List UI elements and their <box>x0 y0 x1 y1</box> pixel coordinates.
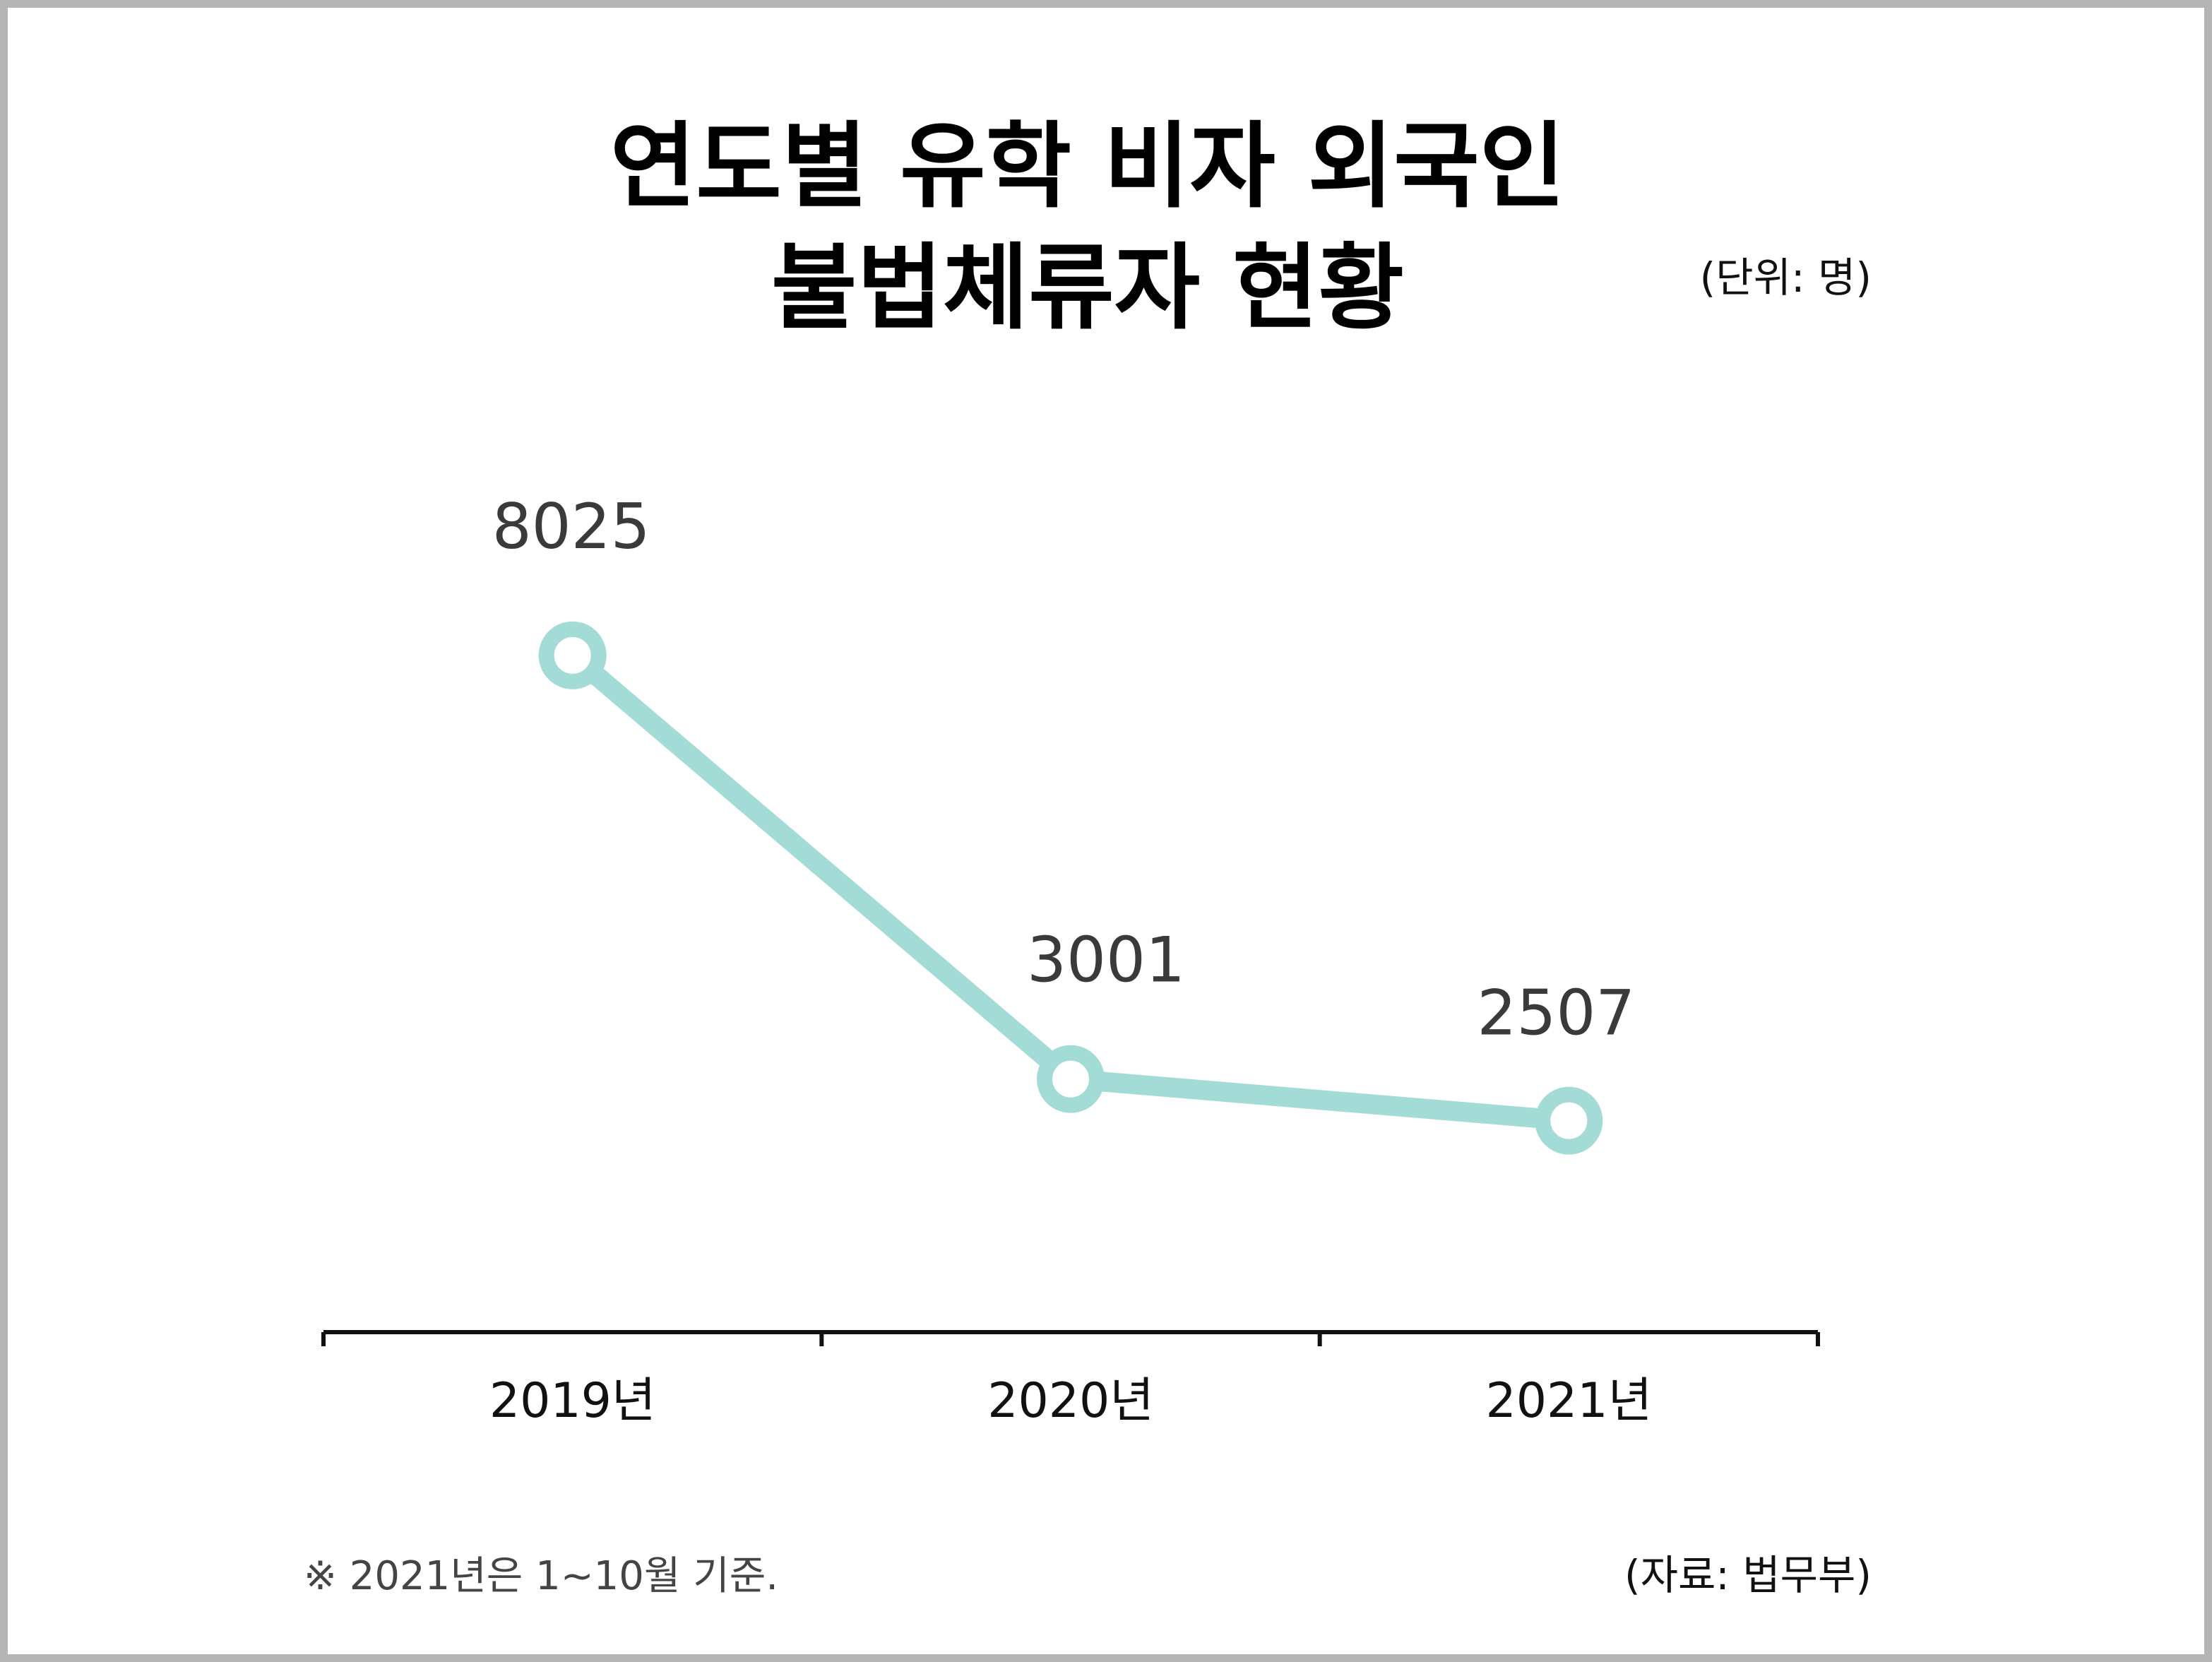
data-label: 8025 <box>492 490 650 563</box>
x-tick-label: 2021년 <box>1486 1373 1653 1429</box>
chart-title: 연도별 유학 비자 외국인 불법체류자 현황 <box>0 106 2175 349</box>
unit-label: (단위: 명) <box>1699 254 1872 302</box>
chart-title-line-1: 연도별 유학 비자 외국인 <box>610 112 1566 221</box>
x-tick-label: 2020년 <box>987 1373 1154 1429</box>
x-axis: 2019년 2020년 2021년 <box>321 1330 1820 1429</box>
data-label: 3001 <box>1027 924 1185 997</box>
label-layer: 8025 3001 2507 <box>492 490 1636 1050</box>
x-tick-label: 2019년 <box>489 1373 656 1429</box>
data-point-marker <box>1535 1086 1603 1155</box>
data-point-marker <box>538 621 607 689</box>
marker-layer <box>538 621 1603 1155</box>
data-point-marker <box>1037 1045 1105 1113</box>
data-label: 2507 <box>1477 977 1635 1050</box>
chart-title-line-2: 불법체류자 현황 <box>771 234 1405 343</box>
source-label: (자료: 법무부) <box>1624 1551 1872 1599</box>
footnote: ※ 2021년은 1~10월 기준. <box>304 1553 779 1599</box>
